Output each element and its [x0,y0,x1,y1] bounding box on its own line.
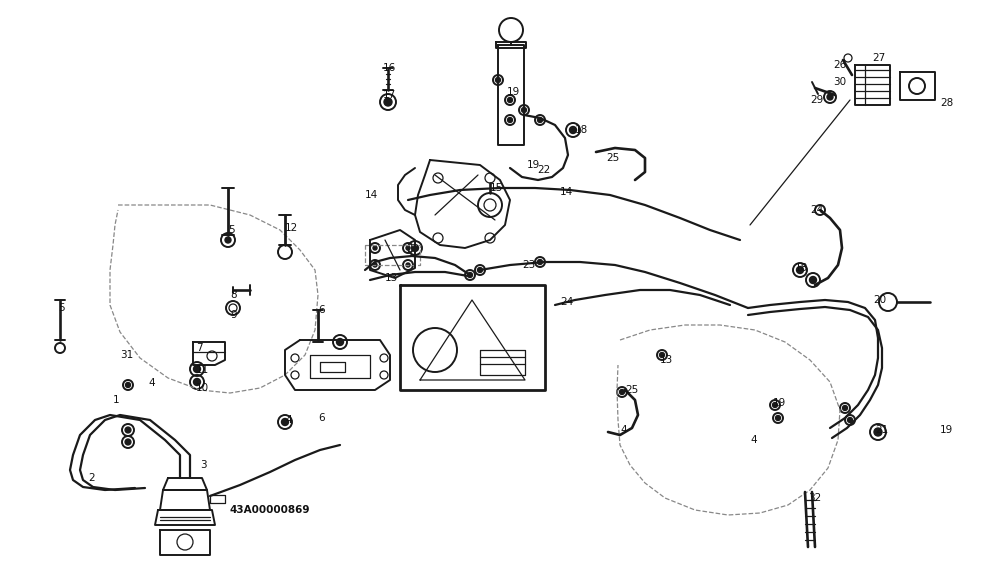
Circle shape [336,339,344,345]
Text: 15: 15 [490,183,503,193]
Circle shape [508,117,512,122]
Text: 27: 27 [872,53,885,63]
Circle shape [282,419,288,426]
Circle shape [225,237,231,243]
Text: 10: 10 [196,383,209,393]
Text: 6: 6 [318,305,325,315]
Text: 13: 13 [660,355,673,365]
Text: 14: 14 [560,187,573,197]
Circle shape [125,439,131,445]
Circle shape [125,427,131,433]
Circle shape [508,97,512,102]
Text: 4: 4 [285,415,292,425]
Text: 17: 17 [383,90,396,100]
Text: 7: 7 [196,343,203,353]
Text: 6: 6 [318,413,325,423]
Text: 4: 4 [620,425,627,435]
Circle shape [194,379,200,386]
Text: 25: 25 [625,385,638,395]
Circle shape [660,352,664,358]
Circle shape [406,263,410,267]
Circle shape [570,126,576,133]
Text: 4: 4 [148,378,155,388]
Circle shape [538,260,542,264]
Text: 19: 19 [527,160,540,170]
Text: 25: 25 [606,153,619,163]
Text: 18: 18 [575,125,588,135]
Text: 23: 23 [522,260,535,270]
Circle shape [194,366,200,372]
Circle shape [496,77,501,82]
Text: 9: 9 [230,310,237,320]
Text: 28: 28 [940,98,953,108]
Text: 8: 8 [230,290,237,300]
Circle shape [538,117,542,122]
Circle shape [522,108,526,113]
Circle shape [874,428,882,436]
Text: 31: 31 [120,350,133,360]
Text: 26: 26 [833,60,846,70]
Text: 16: 16 [383,63,396,73]
Text: 19: 19 [507,87,520,97]
Text: 20: 20 [873,295,886,305]
Text: 2: 2 [88,473,95,483]
Circle shape [126,383,130,387]
Text: 11: 11 [196,365,209,375]
Circle shape [620,390,624,395]
Circle shape [810,276,816,284]
Circle shape [373,246,377,250]
Text: 29: 29 [810,95,823,105]
Text: 22: 22 [537,165,550,175]
Text: 24: 24 [810,205,823,215]
Circle shape [384,98,392,106]
Circle shape [827,94,833,100]
Text: 3: 3 [200,460,207,470]
Text: 21: 21 [875,425,888,435]
Text: 19: 19 [773,398,786,408]
Text: 12: 12 [285,223,298,233]
Text: 14: 14 [365,190,378,200]
Text: 24: 24 [560,297,573,307]
Text: 5: 5 [58,303,65,313]
Text: 30: 30 [833,77,846,87]
Circle shape [848,418,852,423]
Text: 5: 5 [228,225,235,235]
Circle shape [406,246,410,250]
Text: 13: 13 [385,273,398,283]
Circle shape [776,415,780,420]
Text: 32: 32 [808,493,821,503]
Circle shape [772,403,778,407]
Circle shape [468,272,473,277]
Circle shape [478,268,482,272]
Text: 18: 18 [795,263,808,273]
Circle shape [373,263,377,267]
Text: 19: 19 [940,425,953,435]
Text: 43A00000869: 43A00000869 [230,505,310,515]
Circle shape [796,267,804,273]
Circle shape [842,406,848,411]
Text: 4: 4 [750,435,757,445]
Circle shape [412,244,418,252]
Text: 1: 1 [113,395,120,405]
